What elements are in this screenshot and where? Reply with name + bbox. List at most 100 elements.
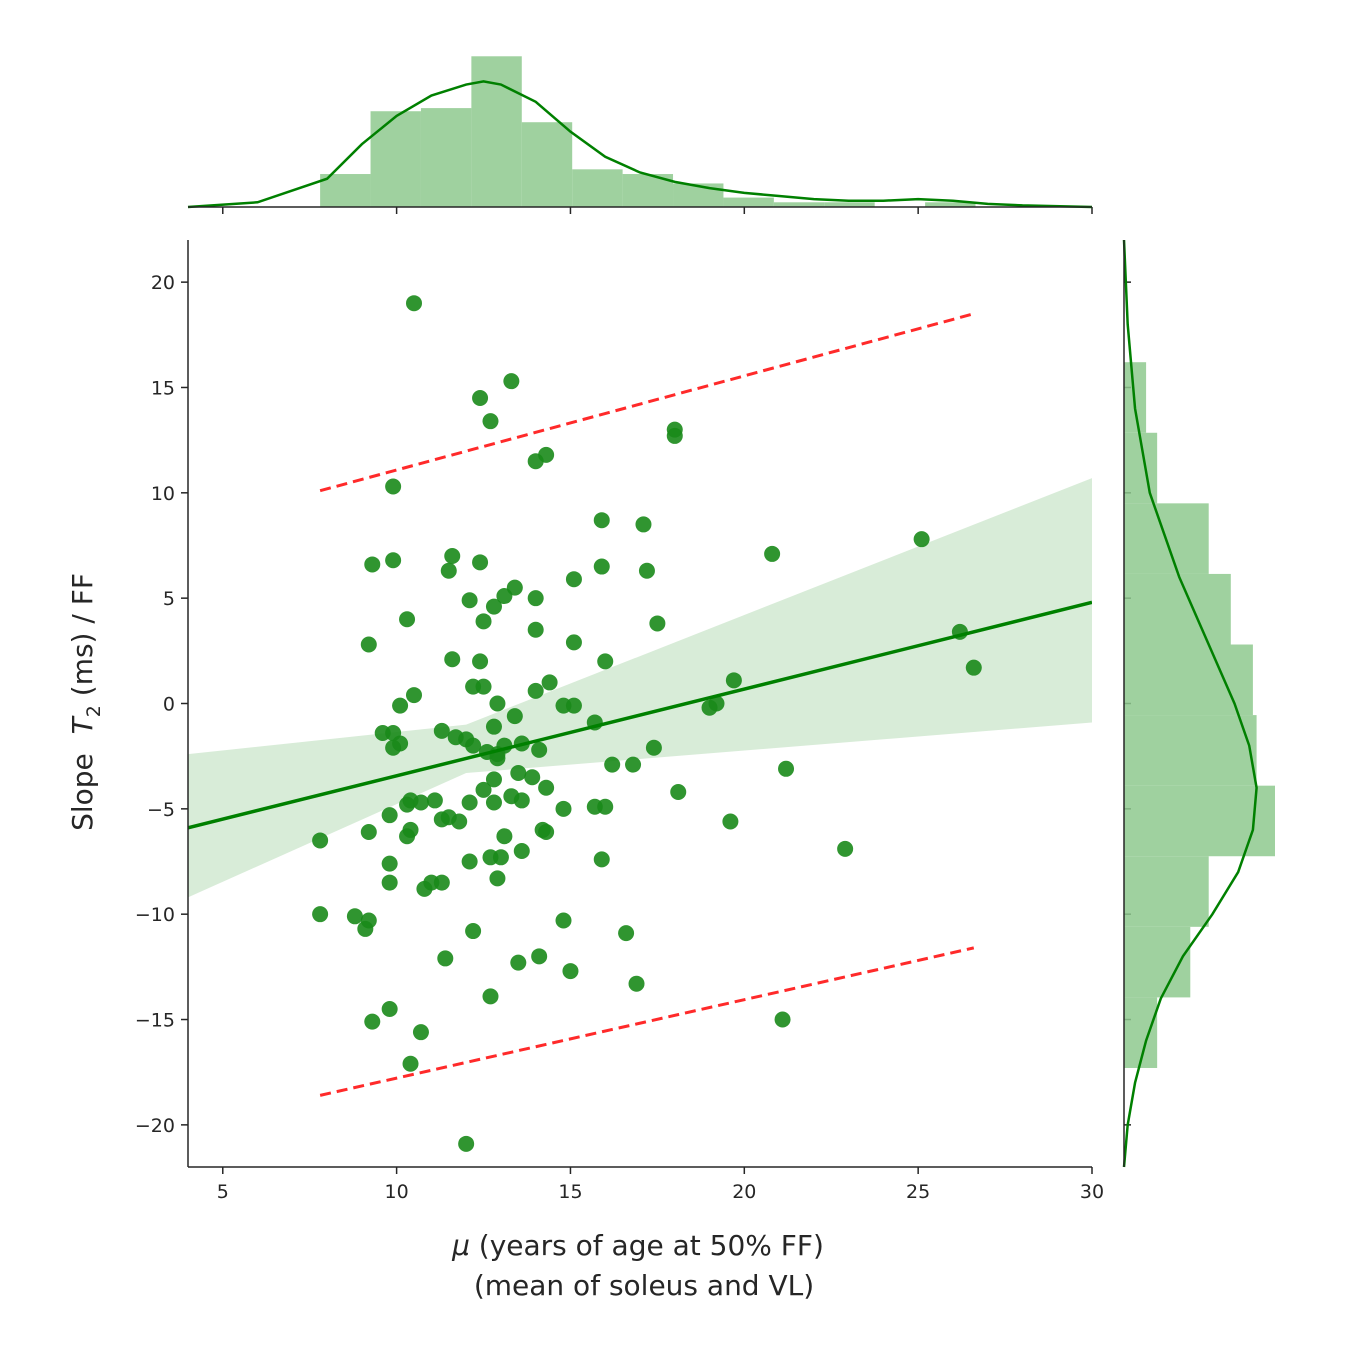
scatter-point [764, 545, 781, 562]
scatter-point [381, 855, 398, 872]
x-tick-label: 5 [217, 1181, 229, 1203]
scatter-point [513, 792, 530, 809]
scatter-point [433, 722, 450, 739]
scatter-point [597, 798, 614, 815]
scatter-point [913, 531, 930, 548]
scatter-point [385, 552, 402, 569]
scatter-point [482, 988, 499, 1005]
scatter-point [475, 781, 492, 798]
scatter-point [618, 925, 635, 942]
y-hist-bar [1124, 997, 1158, 1068]
scatter-point [406, 687, 422, 704]
y-axis-label-units: (ms) / FF [66, 573, 99, 705]
scatter-point [531, 741, 548, 758]
y-hist-bar [1124, 785, 1275, 857]
scatter-point [472, 653, 489, 670]
scatter-point [465, 923, 482, 940]
y-axis-label-sub: 2 [83, 705, 105, 717]
scatter-point [513, 842, 530, 859]
scatter-point [489, 750, 506, 767]
y-axis-label-t: T [66, 715, 99, 734]
y-tick-label: 0 [163, 694, 175, 716]
scatter-point [541, 674, 558, 691]
x-tick-label: 20 [732, 1181, 756, 1203]
scatter-point [604, 756, 621, 773]
scatter-point [381, 1000, 398, 1017]
x-kde-curve [187, 80, 1093, 209]
scatter-point [701, 699, 718, 716]
scatter-point [625, 756, 642, 773]
scatter-point [645, 739, 662, 756]
scatter-point [485, 718, 502, 735]
x-axis-label-line1: μ (years of age at 50% FF) [451, 1229, 824, 1262]
confidence-band [188, 478, 1092, 898]
scatter-point [565, 697, 582, 714]
scatter-point [510, 765, 527, 782]
x-hist-bar [320, 174, 371, 207]
y-tick-label: −10 [135, 904, 175, 926]
x-hist-bar [824, 202, 875, 207]
scatter-point [475, 678, 492, 695]
scatter-point [412, 1024, 429, 1041]
scatter-point [461, 853, 478, 870]
scatter-point [534, 821, 551, 838]
scatter-point [360, 824, 377, 841]
y-axis-label: Slope T2 (ms) / FF [66, 573, 105, 831]
scatter-point [722, 813, 739, 830]
scatter-point [538, 779, 555, 796]
scatter-point [593, 558, 610, 575]
scatter-point [562, 963, 579, 980]
scatter-point [312, 906, 329, 923]
x-tick-label: 10 [385, 1181, 409, 1203]
scatter-point [496, 588, 513, 605]
scatter-point [458, 1135, 475, 1152]
scatter-point [638, 562, 655, 579]
scatter-point [465, 737, 482, 754]
scatter-point [774, 1011, 791, 1028]
axes: 5 10 15 20 25 30 20 15 10 5 0 −5 −10 −15 −20 [135, 240, 1104, 1203]
upper-bound-line [319, 312, 975, 493]
scatter-point [670, 783, 687, 800]
scatter-point [527, 453, 544, 470]
scatter-point [426, 792, 443, 809]
scatter-point [503, 373, 520, 390]
scatter-point [461, 592, 478, 609]
scatter-point [628, 975, 645, 992]
scatter-point [485, 794, 502, 811]
scatter-point [666, 427, 683, 444]
scatter-point [555, 800, 572, 817]
y-axis-label-spacer [66, 744, 99, 753]
scatter-point [437, 950, 454, 967]
scatter-point [381, 807, 398, 824]
scatter-point [778, 760, 795, 777]
scatter-point [406, 295, 422, 312]
scatter-point [399, 828, 416, 845]
x-axis-label-text: (years of age at 50% FF) [470, 1229, 824, 1262]
scatter-point [565, 571, 582, 588]
y-hist-bar [1124, 715, 1257, 786]
scatter-point [385, 739, 402, 756]
scatter-point [485, 771, 502, 788]
x-hist-bar [723, 197, 774, 207]
y-hist-bar [1124, 856, 1209, 927]
scatter-point [837, 840, 854, 857]
y-axis-label-slope: Slope [66, 753, 99, 831]
x-hist-bar [471, 56, 522, 207]
scatter-point [524, 769, 541, 786]
scatter-point [392, 697, 409, 714]
x-hist-bar [420, 108, 472, 207]
scatter-point [412, 794, 429, 811]
y-tick-label: 10 [151, 483, 175, 505]
scatter-point [527, 621, 544, 638]
scatter-point [510, 954, 527, 971]
scatter-point [385, 478, 402, 495]
y-kde-curve [1122, 239, 1258, 1168]
scatter-point [451, 813, 468, 830]
scatter-point [416, 880, 433, 897]
scatter-point [399, 611, 416, 628]
x-tick-label: 30 [1080, 1181, 1104, 1203]
scatter-point [565, 634, 582, 651]
scatter-point [472, 390, 489, 407]
scatter-point [496, 828, 513, 845]
